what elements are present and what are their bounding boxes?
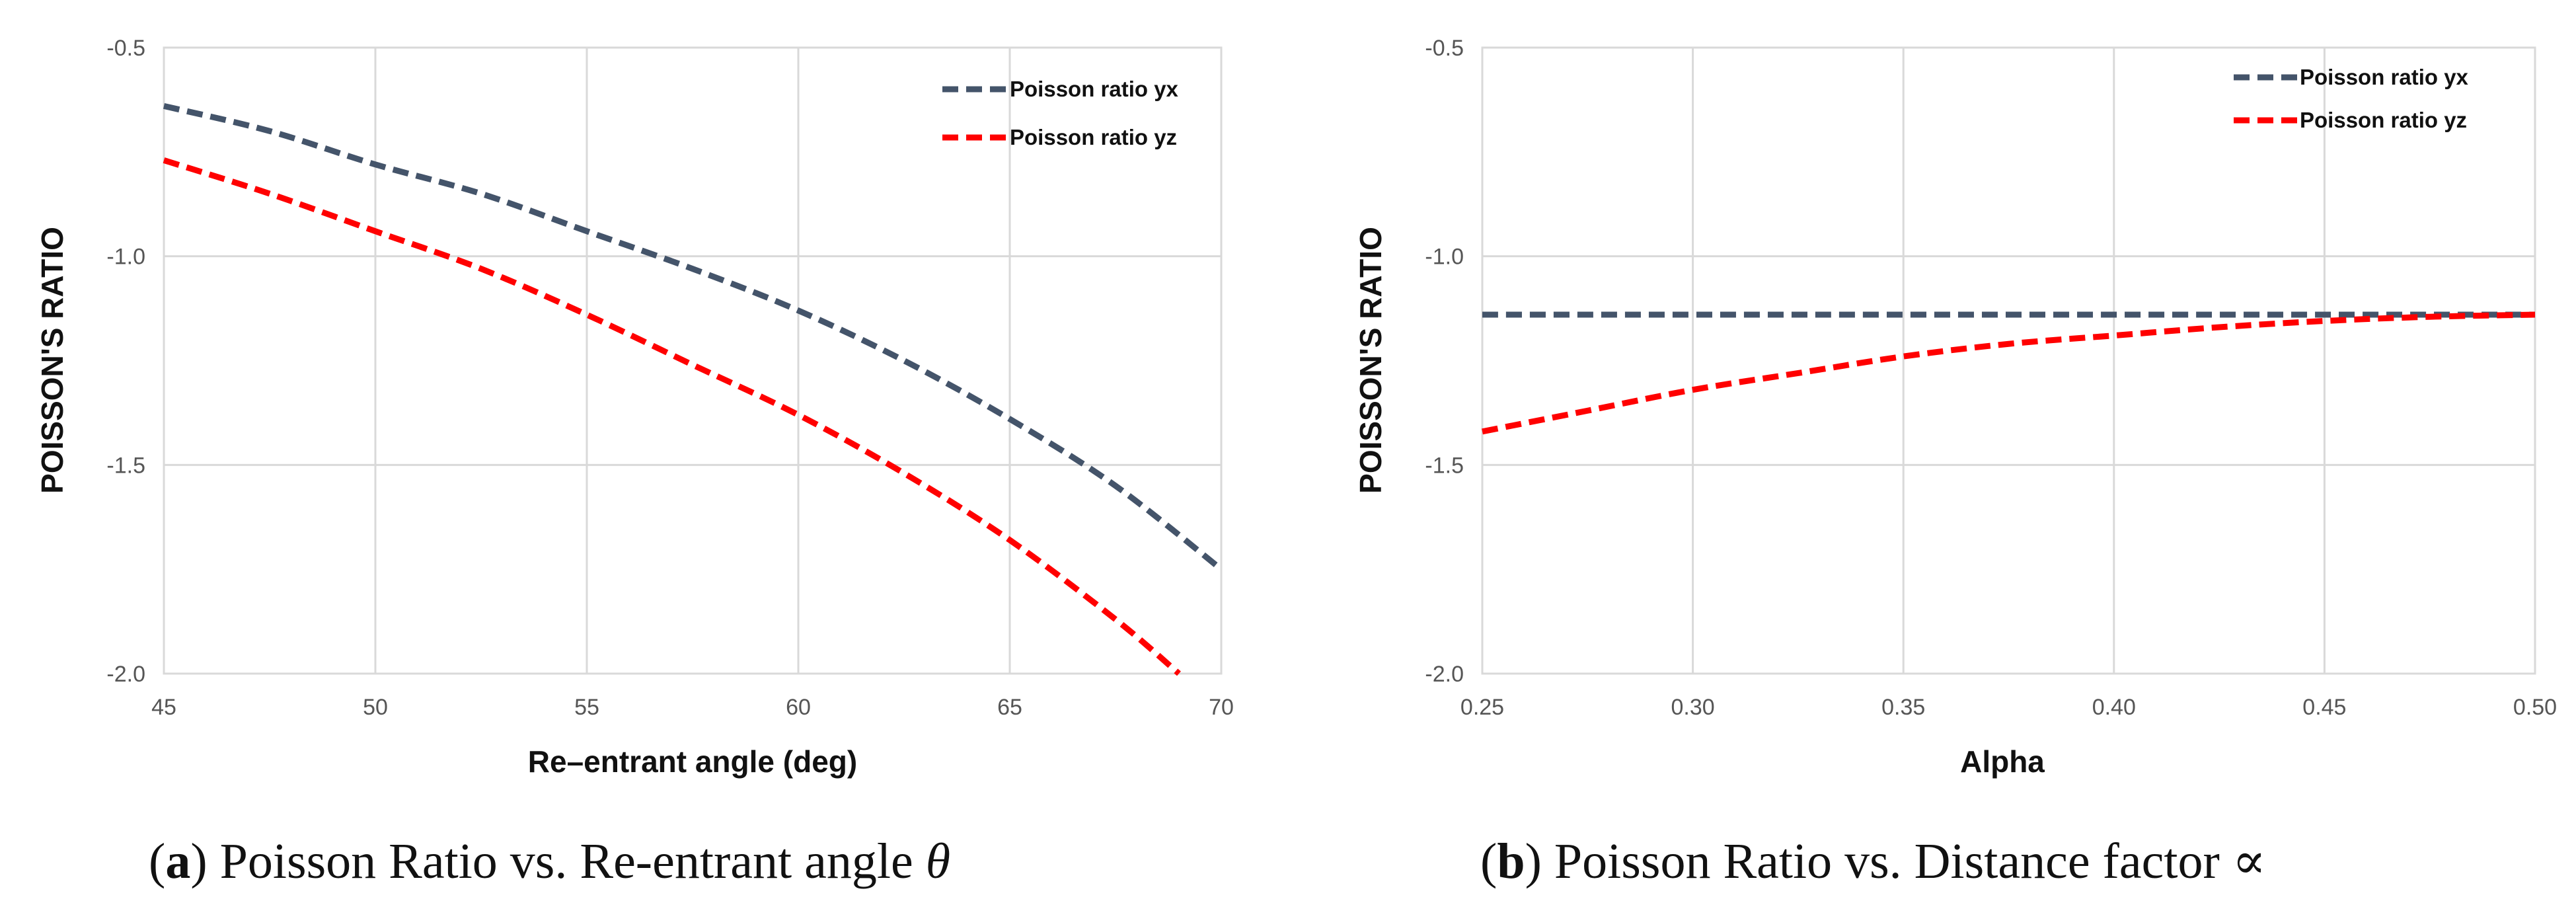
caption-text: ) Poisson Ratio vs. Distance factor [1525, 834, 2232, 889]
tick-labels: 0.25 0.30 0.35 0.40 0.45 0.50 -0.5 -1.0 -1.5 -2.0 [1425, 36, 2557, 720]
legend-label-yz: Poisson ratio yz [1010, 125, 1177, 149]
x-tick-label: 45 [151, 695, 176, 720]
series-line-yx [163, 103, 1223, 572]
proportional-symbol: ∝ [2232, 834, 2266, 889]
legend-label-yz: Poisson ratio yz [2300, 108, 2467, 132]
series-line-yz [1482, 311, 2536, 435]
theta-symbol: θ [926, 834, 950, 889]
tick-labels: 45 50 55 60 65 70 -0.5 -1.0 -1.5 -2.0 [106, 36, 1234, 720]
x-tick-label: 0.30 [1671, 695, 1715, 720]
y-tick-label: -2.0 [106, 662, 145, 687]
x-tick-label: 50 [363, 695, 388, 720]
x-tick-label: 0.35 [1881, 695, 1925, 720]
y-tick-label: -0.5 [106, 36, 145, 61]
y-tick-label: -1.5 [1425, 453, 1464, 478]
x-tick-label: 0.25 [1460, 695, 1504, 720]
gridlines [1481, 46, 2536, 675]
plot-area [163, 46, 1223, 675]
y-tick-label: -1.0 [1425, 245, 1464, 270]
x-axis-title: Alpha [1960, 744, 2045, 779]
chart-panel-a: 45 50 55 60 65 70 -0.5 -1.0 -1.5 -2.0 POISSON'S R… [35, 36, 1234, 889]
legend: Poisson ratio yx Poisson ratio yz [942, 77, 1179, 149]
y-tick-label: -1.0 [106, 245, 145, 270]
series-lines [163, 103, 1223, 676]
x-tick-label: 70 [1209, 695, 1234, 720]
legend-label-yx: Poisson ratio yx [1010, 77, 1179, 101]
x-tick-label: 55 [574, 695, 599, 720]
chart-panel-b: 0.25 0.30 0.35 0.40 0.45 0.50 -0.5 -1.0 -1.5 -2.0… [1353, 36, 2557, 889]
legend-label-yx: Poisson ratio yx [2300, 65, 2469, 89]
y-tick-label: -2.0 [1425, 662, 1464, 687]
caption-a: (a) Poisson Ratio vs. Re-entrant angle θ [149, 834, 950, 889]
series-line-yz [163, 157, 1181, 676]
y-tick-label: -0.5 [1425, 36, 1464, 61]
x-axis-title: Re–entrant angle (deg) [528, 744, 857, 779]
x-tick-label: 65 [997, 695, 1022, 720]
x-tick-label: 60 [786, 695, 811, 720]
series-lines [1482, 311, 2536, 435]
y-axis-title: POISSON'S RATIO [1353, 227, 1388, 494]
x-tick-label: 0.40 [2092, 695, 2136, 720]
caption-b: (b) Poisson Ratio vs. Distance factor ∝ [1480, 834, 2266, 889]
plot-area [1481, 46, 2536, 675]
x-tick-label: 0.50 [2513, 695, 2557, 720]
caption-text: ) Poisson Ratio vs. Re-entrant angle [190, 834, 925, 889]
x-tick-label: 0.45 [2302, 695, 2346, 720]
y-axis-title: POISSON'S RATIO [35, 227, 69, 494]
caption-label: b [1497, 834, 1525, 889]
caption-label: a [165, 834, 190, 889]
y-tick-label: -1.5 [106, 453, 145, 478]
legend: Poisson ratio yx Poisson ratio yz [2234, 65, 2469, 132]
